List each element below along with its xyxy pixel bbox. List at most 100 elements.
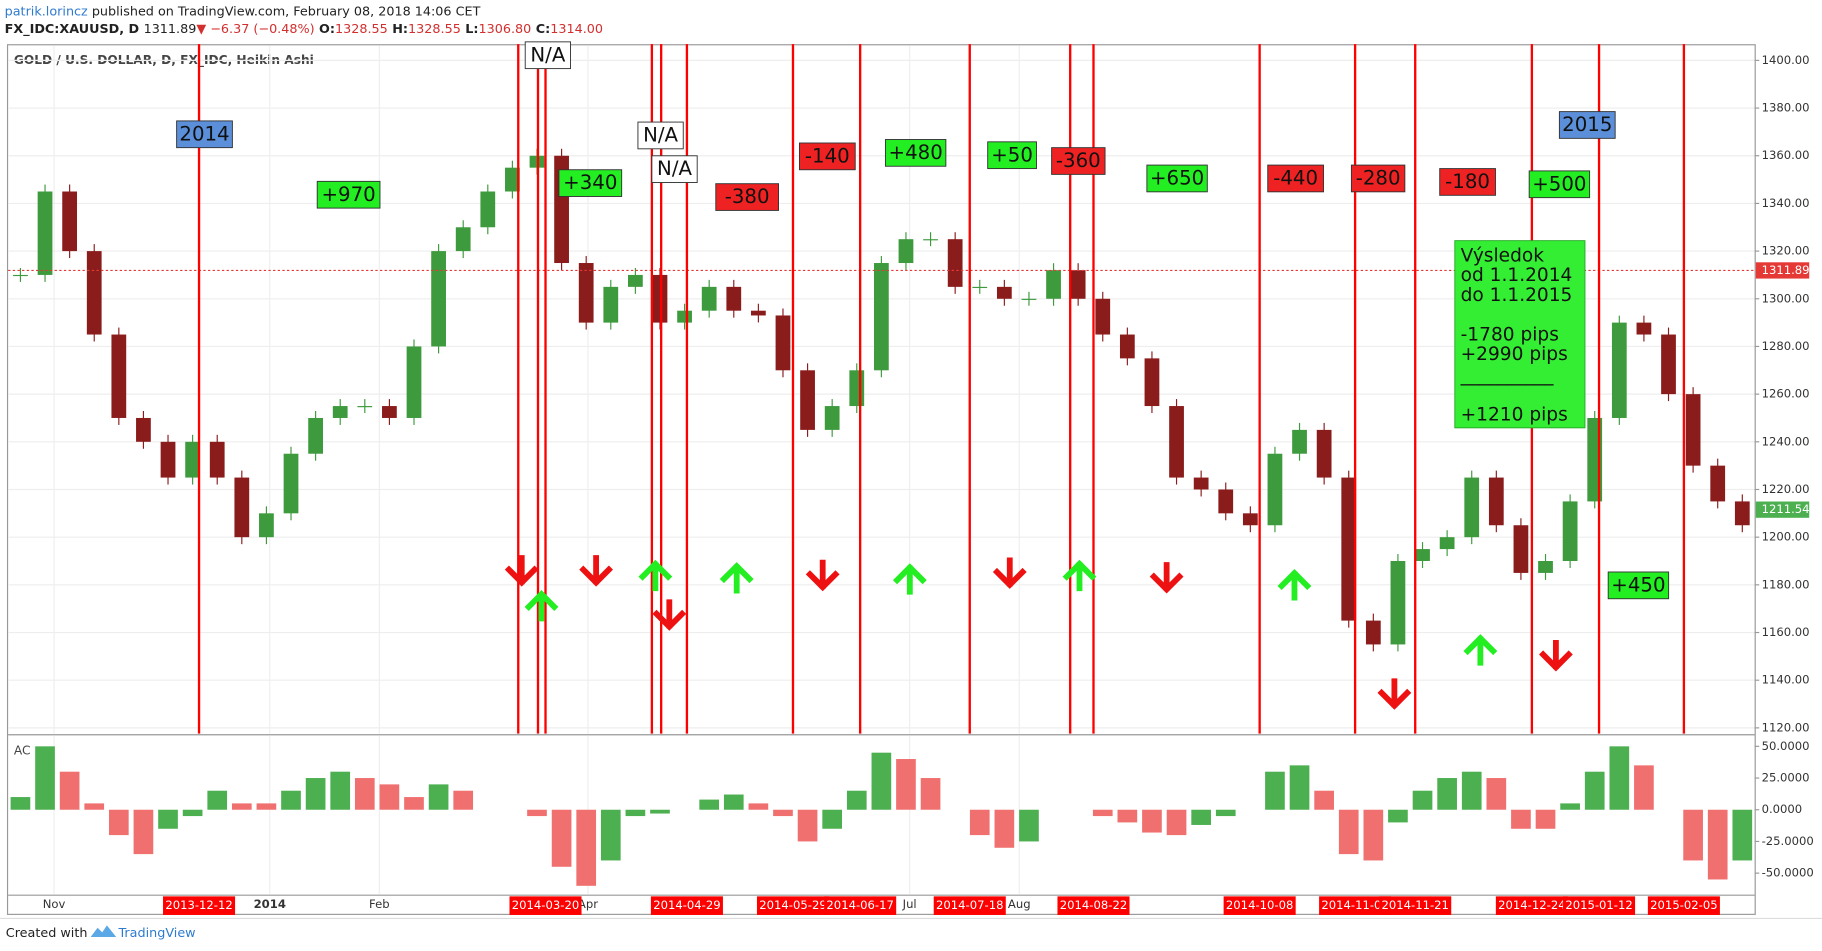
annotation-label: +650	[1150, 167, 1204, 190]
result-line: +2990 pips	[1461, 344, 1568, 365]
arrow-down	[992, 557, 1027, 589]
open-label: O:	[319, 22, 335, 37]
price-label: 1311.89	[1762, 263, 1810, 277]
y-tick-label: 50.0000	[1762, 739, 1810, 753]
date-label-bg	[824, 896, 897, 915]
bar	[231, 803, 252, 810]
date-label-bg	[1563, 896, 1636, 915]
change: ▼ −6.37 (−0.48%)	[196, 22, 314, 37]
annotation-label: N/A	[657, 157, 692, 180]
candle	[1636, 322, 1652, 335]
candle	[505, 167, 520, 192]
bar	[576, 809, 597, 886]
bar	[281, 790, 301, 810]
candle	[849, 370, 865, 407]
date-label: 2014-06-17	[826, 898, 893, 912]
bar	[920, 778, 941, 810]
result-line: Výsledok	[1461, 245, 1545, 266]
header-line-1: patrik.lorincz published on TradingView.…	[5, 4, 481, 19]
bar	[1117, 809, 1138, 823]
candle	[1021, 298, 1037, 300]
candle	[1538, 561, 1553, 573]
bar	[428, 784, 449, 810]
result-line: +1210 pips	[1461, 405, 1568, 426]
candle	[431, 251, 446, 347]
y-tick-label: 1280.00	[1762, 339, 1810, 353]
candle	[628, 274, 643, 287]
price-label: 1211.54	[1762, 502, 1810, 516]
bar	[1535, 809, 1556, 829]
date-label-bg	[1223, 896, 1296, 915]
candle	[726, 286, 742, 311]
bar	[871, 752, 892, 810]
candle	[1341, 477, 1357, 621]
date-label-bg	[756, 896, 830, 915]
candle	[308, 417, 323, 454]
logo	[90, 925, 117, 938]
arrow-up	[1277, 569, 1312, 601]
candle	[455, 227, 471, 252]
bar	[1142, 809, 1162, 833]
arrow-down	[805, 559, 840, 592]
annotation-label: +340	[563, 171, 617, 194]
low-label: L:	[465, 22, 478, 37]
candle	[480, 191, 496, 228]
bar	[625, 809, 646, 817]
annotation-box	[1558, 111, 1616, 139]
candle	[1119, 334, 1135, 359]
candle	[1734, 501, 1750, 526]
candle	[923, 239, 938, 241]
annotation-box	[316, 180, 381, 209]
bar	[108, 809, 129, 836]
y-tick-label: 1320.00	[1762, 244, 1810, 258]
arrow-down	[1377, 678, 1412, 710]
annotation-label: +480	[889, 141, 943, 164]
annotation-label: +450	[1611, 573, 1665, 596]
candle	[332, 406, 348, 418]
footer-brand[interactable]: TradingView	[118, 926, 196, 941]
bar	[822, 809, 843, 829]
x-tick-label: Jul	[902, 897, 917, 911]
annotation-label: -140	[805, 144, 850, 167]
bar	[846, 790, 867, 810]
arrow-up	[1062, 559, 1097, 592]
candle	[1070, 270, 1086, 299]
bar	[133, 809, 154, 855]
open: 1328.55	[335, 22, 388, 37]
user[interactable]: patrik.lorincz	[5, 4, 88, 19]
candle	[234, 477, 250, 538]
y-tick-label: 1160.00	[1762, 625, 1810, 639]
arrow-down	[1539, 640, 1573, 672]
y-tick-label: 1300.00	[1762, 291, 1810, 305]
annotation-box	[1267, 164, 1324, 193]
date-label: 2014-11-21	[1381, 898, 1448, 912]
date-label: 2014-04-29	[653, 898, 720, 912]
candle	[1365, 620, 1381, 645]
annotation-label: 2014	[179, 122, 229, 145]
bar	[84, 803, 105, 810]
bar	[1215, 809, 1236, 817]
candle	[1218, 489, 1234, 514]
annotation-box	[637, 121, 684, 150]
annotation-label: N/A	[530, 43, 565, 66]
candle	[898, 239, 914, 264]
bar	[1388, 809, 1408, 823]
arrow-up	[892, 563, 927, 595]
x-tick-label: Apr	[578, 897, 598, 911]
candle	[111, 334, 127, 418]
bar	[1511, 809, 1531, 829]
date-label: 2015-02-05	[1650, 898, 1717, 912]
date-label-bg	[163, 896, 236, 915]
y-tick-label: 1180.00	[1762, 577, 1810, 591]
candle	[259, 513, 274, 538]
bar	[600, 809, 621, 861]
annotation-label: -180	[1445, 170, 1490, 193]
candle	[382, 406, 397, 418]
arrow-down	[1149, 562, 1184, 594]
candle	[1046, 270, 1061, 299]
candle	[1488, 477, 1504, 526]
low: 1306.80	[479, 22, 532, 37]
date-label-bg	[1495, 896, 1568, 915]
